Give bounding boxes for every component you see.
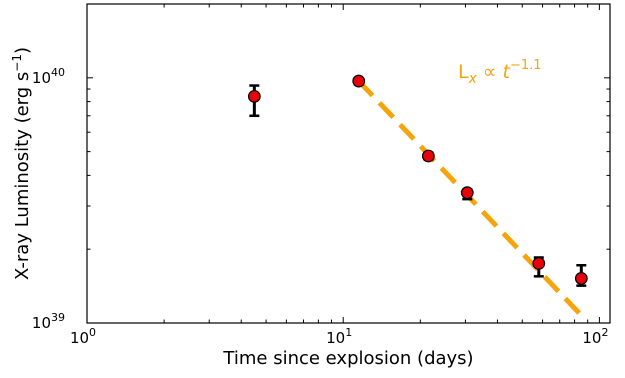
data-point [532,257,546,270]
data-point [460,186,474,200]
plot-frame [86,3,611,324]
fit-annotation: Lx ∝ t−1.1 [458,58,542,87]
x-tick-label: 100 [70,326,96,347]
x-tick-label: 101 [326,326,352,347]
y-tick-label: 1039 [32,311,65,332]
data-point [352,74,366,88]
data-point [421,149,435,163]
data-point [574,272,588,285]
x-tick-label: 102 [582,326,608,347]
data-point [247,89,261,103]
x-axis-label: Time since explosion (days) [222,348,473,369]
y-tick-label: 1040 [32,66,65,87]
y-axis-label: X-ray Luminosity (erg s−1) [10,47,33,280]
